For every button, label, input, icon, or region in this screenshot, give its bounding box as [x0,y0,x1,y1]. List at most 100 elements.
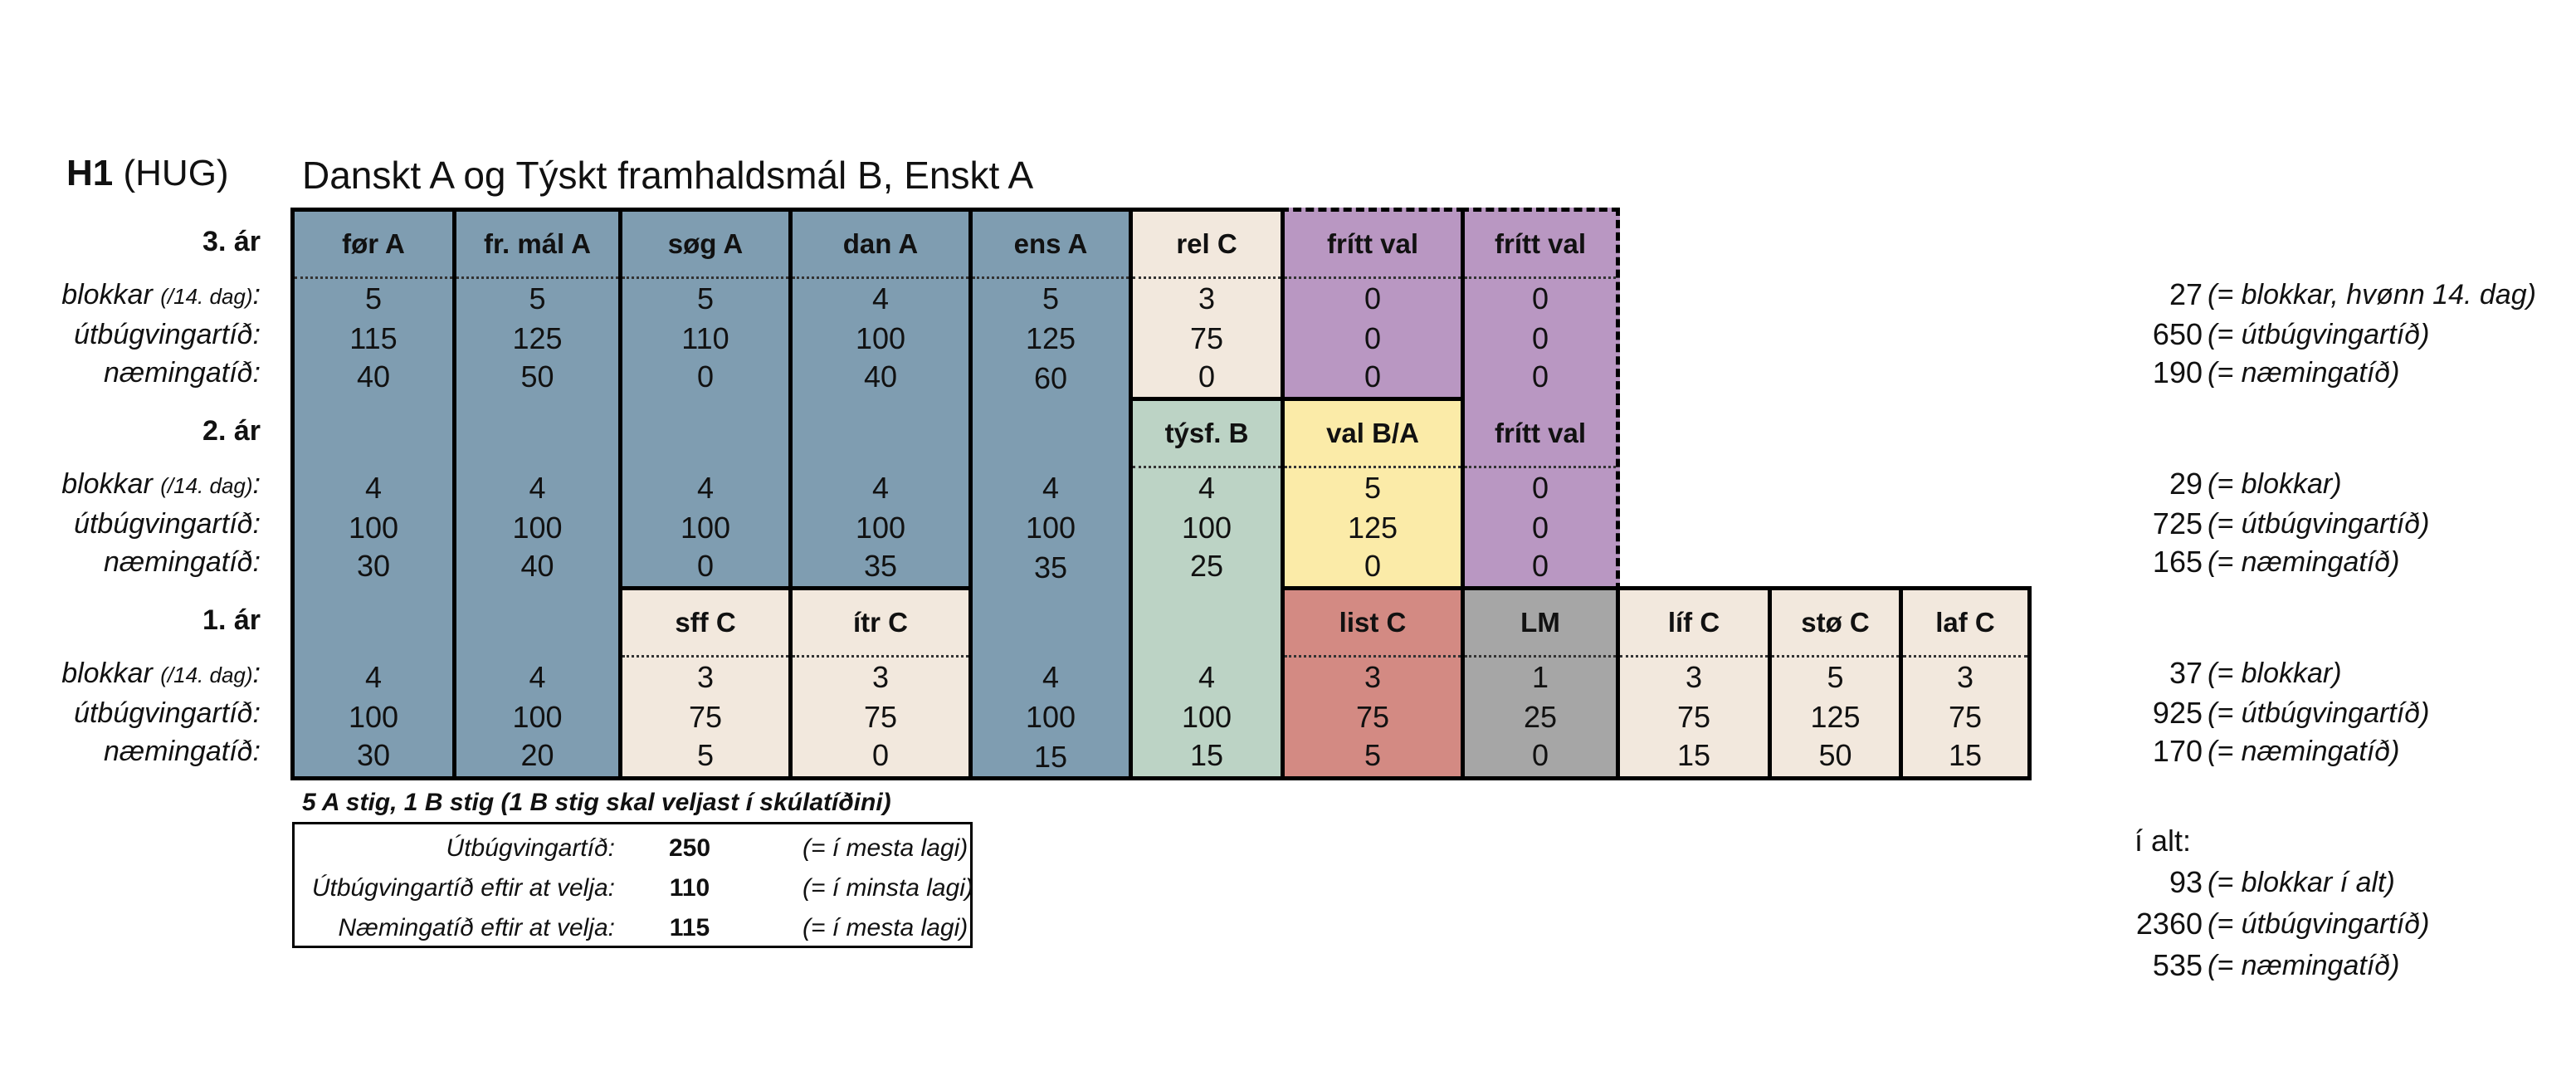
value-utbugvingartid: 115 [349,321,398,355]
course-column-val-b-a: val B/A 5 125 0 [1281,397,1465,591]
value-utbugvingartid: 25 [1523,700,1558,734]
summary-value: 115 [669,914,710,941]
course-header: dan A [793,212,968,279]
value-nemingatid: 15 [1676,738,1711,772]
value-nemingatid: 5 [696,738,715,772]
grand-total-label: í alt: [2134,824,2192,858]
course-header: laf C [1903,590,2027,658]
value-nemingatid: 15 [1189,738,1224,772]
total-note: (= blokkar, hvønn 14. dag) [2208,279,2536,311]
value-nemingatid: 35 [1033,550,1068,584]
value-utbugvingartid: 125 [1810,700,1861,734]
value-nemingatid: 0 [1198,359,1216,394]
year-1-label: 1. ár [202,604,261,636]
value-blokkar: 4 [1042,471,1060,505]
page-title: Danskt A og Týskt framhaldsmál B, Enskt … [302,154,1034,197]
value-utbugvingartid: 125 [1347,511,1398,545]
course-header: frítt val [1285,212,1461,279]
grand-total-value: 535 [2152,948,2203,982]
value-utbugvingartid: 0 [1364,321,1382,355]
grand-total-value: 2360 [2135,907,2203,941]
value-blokkar: 4 [1042,660,1060,694]
value-nemingatid: 40 [863,359,898,394]
value-utbugvingartid: 100 [680,511,731,545]
value-utbugvingartid: 75 [1355,700,1390,734]
program-code: H1 (HUG) [66,153,229,193]
value-utbugvingartid: 75 [863,700,898,734]
value-nemingatid: 40 [356,359,391,394]
value-utbugvingartid: 100 [1181,511,1232,545]
value-blokkar: 0 [1531,471,1549,505]
total-note: (= blokkar) [2208,468,2342,500]
value-nemingatid: 30 [356,549,391,583]
year-3-label: 3. ár [202,226,261,257]
value-blokkar: 4 [364,660,383,694]
course-column-for-a: før A 5 115 40 4 100 30 4 100 30 [290,208,456,780]
summary-label: Næmingatíð eftir at velja: [338,914,615,941]
course-header: søg A [622,212,788,279]
value-nemingatid: 0 [1531,738,1549,772]
summary-note-text: (= í mesta lagi) [803,914,968,941]
year-2-label: 2. ár [202,415,261,447]
value-nemingatid: 30 [356,738,391,772]
value-blokkar: 1 [1531,660,1549,694]
value-utbugvingartid: 100 [855,511,906,545]
grand-total-note: (= útbúgvingartíð) [2208,908,2430,940]
value-nemingatid: 15 [1033,740,1068,774]
value-nemingatid: 0 [871,738,890,772]
value-utbugvingartid: 75 [1676,700,1711,734]
total-value: 190 [2152,355,2203,389]
grand-total-note: (= næmingatíð) [2208,950,2400,981]
row-label-blokkar: blokkar (/14. dag): [61,468,261,500]
value-blokkar: 3 [1685,660,1703,694]
value-blokkar: 5 [696,281,715,315]
course-header: frítt val [1465,401,1616,468]
course-header: sff C [622,590,788,658]
value-blokkar: 4 [1198,471,1216,505]
value-utbugvingartid: 100 [348,511,399,545]
course-column-tysf-b: týsf. B 4 100 25 4 100 15 [1129,397,1285,780]
course-column-fritt-val: frítt val 0 0 0 [1281,208,1465,402]
value-nemingatid: 0 [1364,359,1382,394]
value-blokkar: 3 [1364,660,1382,694]
total-value: 27 [2169,277,2203,311]
value-utbugvingartid: 110 [681,321,729,355]
course-column-lif-c: líf C 3 75 15 [1616,586,1772,780]
course-column-laf-c: laf C 3 75 15 [1899,586,2032,780]
course-header: stø C [1772,590,1899,658]
value-utbugvingartid: 100 [1181,700,1232,734]
course-header: fr. mál A [456,212,618,279]
value-blokkar: 3 [1198,281,1216,315]
value-nemingatid: 5 [1364,738,1382,772]
course-column-sog-a: søg A 5 110 0 4 100 0 [618,208,793,591]
course-column-ens-a: ens A 5 125 60 4 100 35 4 100 15 [968,208,1133,780]
value-utbugvingartid: 100 [512,700,563,734]
value-utbugvingartid: 100 [855,321,906,355]
value-blokkar: 3 [871,660,890,694]
row-label-utbugvingartid: útbúgvingartíð: [74,508,261,540]
course-header: LM [1465,590,1616,658]
total-value: 170 [2152,734,2203,768]
value-blokkar: 5 [1827,660,1844,694]
row-label-utbugvingartid: útbúgvingartíð: [74,697,261,729]
summary-note: 5 A stig, 1 B stig (1 B stig skal veljas… [302,789,891,816]
course-column-lm: LM 1 25 0 [1461,586,1620,780]
course-header: val B/A [1285,401,1461,468]
value-blokkar: 3 [696,660,715,694]
row-label-nemingatid: næmingatíð: [104,736,261,767]
summary-label: Útbúgvingartíð: [446,834,615,862]
course-column-sto-c: stø C 5 125 50 [1768,586,1903,780]
value-utbugvingartid: 75 [688,700,723,734]
summary-box: Útbúgvingartíð: 250 (= í mesta lagi) Útb… [292,822,973,948]
total-note: (= næmingatíð) [2208,357,2400,389]
value-utbugvingartid: 100 [512,511,563,545]
value-blokkar: 5 [1364,471,1382,505]
grand-total-note: (= blokkar í alt) [2208,867,2395,898]
course-header: rel C [1133,212,1281,279]
value-blokkar: 5 [1042,281,1060,315]
course-header: ens A [973,212,1129,279]
value-blokkar: 4 [871,281,890,315]
value-nemingatid: 50 [520,359,554,394]
summary-value: 250 [668,834,711,862]
value-nemingatid: 25 [1189,549,1224,583]
